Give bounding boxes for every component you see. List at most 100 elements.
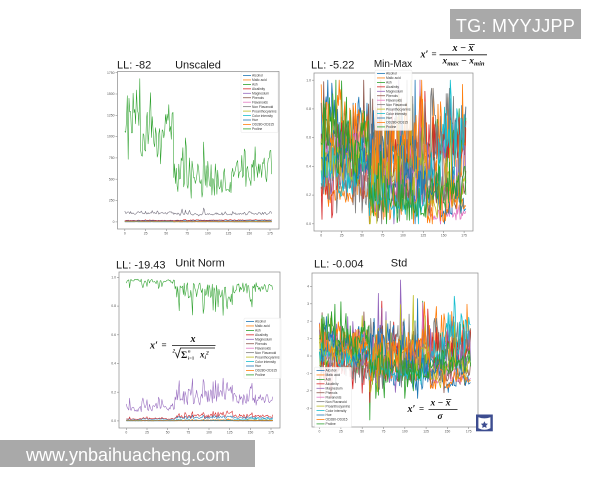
svg-text:50: 50 bbox=[360, 430, 364, 434]
svg-text:OD280-OD315: OD280-OD315 bbox=[255, 369, 277, 373]
svg-text:Phenols: Phenols bbox=[326, 391, 338, 395]
svg-text:150: 150 bbox=[246, 232, 252, 236]
svg-text:0.6: 0.6 bbox=[306, 136, 311, 140]
svg-text:0: 0 bbox=[125, 431, 127, 435]
svg-text:Σ: Σ bbox=[181, 351, 187, 361]
svg-text:Unscaled: Unscaled bbox=[175, 60, 221, 72]
svg-text:Hue: Hue bbox=[252, 118, 258, 122]
svg-text:125: 125 bbox=[227, 431, 233, 435]
svg-text:1: 1 bbox=[307, 337, 309, 341]
svg-text:Non Flavanoid: Non Flavanoid bbox=[255, 351, 276, 355]
svg-text:125: 125 bbox=[420, 234, 426, 238]
svg-text:x: x bbox=[190, 334, 196, 345]
svg-text:Alcalinity: Alcalinity bbox=[386, 85, 399, 89]
svg-text:175: 175 bbox=[466, 430, 472, 434]
svg-text:Proline: Proline bbox=[386, 125, 396, 129]
svg-text:LL: -5.22: LL: -5.22 bbox=[311, 60, 354, 72]
svg-text:Malic acid: Malic acid bbox=[255, 324, 270, 328]
svg-text:Ash: Ash bbox=[255, 329, 261, 333]
svg-text:Alcalinity: Alcalinity bbox=[255, 333, 268, 337]
svg-text:xmax − xmin: xmax − xmin bbox=[441, 57, 484, 68]
svg-text:Proline: Proline bbox=[326, 422, 336, 426]
svg-text:150: 150 bbox=[441, 234, 447, 238]
svg-text:100: 100 bbox=[402, 430, 408, 434]
svg-text:xi2: xi2 bbox=[199, 350, 209, 362]
svg-text:0.6: 0.6 bbox=[111, 333, 116, 337]
svg-text:-2: -2 bbox=[306, 389, 309, 393]
svg-text:0.2: 0.2 bbox=[111, 390, 116, 394]
svg-text:0: 0 bbox=[113, 220, 115, 224]
svg-text:Phenols: Phenols bbox=[255, 342, 267, 346]
svg-text:500: 500 bbox=[109, 177, 115, 181]
svg-text:Color intensity: Color intensity bbox=[386, 112, 407, 116]
svg-text:0.0: 0.0 bbox=[111, 419, 116, 423]
svg-text:3: 3 bbox=[307, 302, 309, 306]
svg-text:Ash: Ash bbox=[326, 378, 332, 382]
svg-text:Malic acid: Malic acid bbox=[252, 78, 267, 82]
svg-text:0: 0 bbox=[319, 430, 321, 434]
svg-text:125: 125 bbox=[423, 430, 429, 434]
svg-text:Color intensity: Color intensity bbox=[252, 114, 273, 118]
svg-text:Color intensity: Color intensity bbox=[255, 360, 276, 364]
svg-text:1750: 1750 bbox=[107, 71, 115, 75]
svg-text:TG: MYYJJPP: TG: MYYJJPP bbox=[456, 16, 575, 36]
svg-text:Magnesium: Magnesium bbox=[252, 92, 269, 96]
svg-text:0: 0 bbox=[124, 232, 126, 236]
svg-text:Alcohol: Alcohol bbox=[386, 72, 397, 76]
svg-text:OD280-OD315: OD280-OD315 bbox=[386, 121, 408, 125]
svg-text:4: 4 bbox=[307, 285, 309, 289]
svg-text:Hue: Hue bbox=[255, 364, 261, 368]
svg-text:100: 100 bbox=[205, 232, 211, 236]
svg-text:Flavanoids: Flavanoids bbox=[252, 100, 268, 104]
svg-text:σ: σ bbox=[437, 412, 443, 422]
svg-text:x′: x′ bbox=[420, 50, 429, 61]
svg-text:x − x: x − x bbox=[429, 399, 450, 409]
svg-text:Hue: Hue bbox=[386, 116, 392, 120]
svg-text:75: 75 bbox=[185, 232, 189, 236]
svg-text:2: 2 bbox=[307, 319, 309, 323]
svg-text:25: 25 bbox=[144, 232, 148, 236]
svg-text:100: 100 bbox=[400, 234, 406, 238]
svg-text:Malic acid: Malic acid bbox=[386, 76, 401, 80]
svg-text:=: = bbox=[162, 340, 167, 350]
svg-text:Non Flavanoid: Non Flavanoid bbox=[326, 400, 347, 404]
svg-text:Alcalinity: Alcalinity bbox=[326, 382, 339, 386]
svg-text:Phenols: Phenols bbox=[386, 94, 398, 98]
svg-text:0.8: 0.8 bbox=[111, 304, 116, 308]
svg-text:125: 125 bbox=[226, 232, 232, 236]
svg-text:Non Flavanoid: Non Flavanoid bbox=[386, 103, 407, 107]
svg-text:-3: -3 bbox=[306, 406, 309, 410]
svg-text:LL: -82: LL: -82 bbox=[117, 60, 151, 72]
svg-text:n: n bbox=[188, 349, 191, 354]
svg-text:x′: x′ bbox=[407, 404, 416, 415]
svg-text:750: 750 bbox=[109, 156, 115, 160]
svg-text:0: 0 bbox=[307, 354, 309, 358]
svg-text:Flavanoids: Flavanoids bbox=[326, 395, 342, 399]
svg-text:50: 50 bbox=[164, 232, 168, 236]
svg-text:Non Flavanoid: Non Flavanoid bbox=[252, 105, 273, 109]
svg-text:0.2: 0.2 bbox=[306, 193, 311, 197]
svg-text:Phenols: Phenols bbox=[252, 96, 264, 100]
svg-text:175: 175 bbox=[267, 232, 273, 236]
svg-text:2: 2 bbox=[172, 350, 176, 355]
svg-text:Min-Max: Min-Max bbox=[374, 59, 412, 70]
svg-text:0.4: 0.4 bbox=[306, 165, 311, 169]
svg-text:75: 75 bbox=[381, 234, 385, 238]
svg-text:150: 150 bbox=[445, 430, 451, 434]
svg-text:Ash: Ash bbox=[386, 81, 392, 85]
svg-text:Magnesium: Magnesium bbox=[255, 338, 272, 342]
svg-text:Std: Std bbox=[391, 258, 408, 270]
svg-text:1000: 1000 bbox=[107, 135, 115, 139]
svg-text:Flavanoids: Flavanoids bbox=[386, 98, 402, 102]
svg-text:OD280-OD315: OD280-OD315 bbox=[326, 418, 348, 422]
svg-text:Color intensity: Color intensity bbox=[326, 409, 347, 413]
svg-text:50: 50 bbox=[360, 234, 364, 238]
svg-text:OD280-OD315: OD280-OD315 bbox=[252, 123, 274, 127]
svg-text:Ash: Ash bbox=[252, 83, 258, 87]
svg-text:75: 75 bbox=[186, 431, 190, 435]
svg-text:25: 25 bbox=[339, 430, 343, 434]
svg-text:Alcohol: Alcohol bbox=[326, 369, 337, 373]
svg-text:Unit Norm: Unit Norm bbox=[175, 258, 225, 270]
svg-text:Proanthocyanins: Proanthocyanins bbox=[386, 107, 411, 111]
svg-text:1.0: 1.0 bbox=[306, 78, 311, 82]
